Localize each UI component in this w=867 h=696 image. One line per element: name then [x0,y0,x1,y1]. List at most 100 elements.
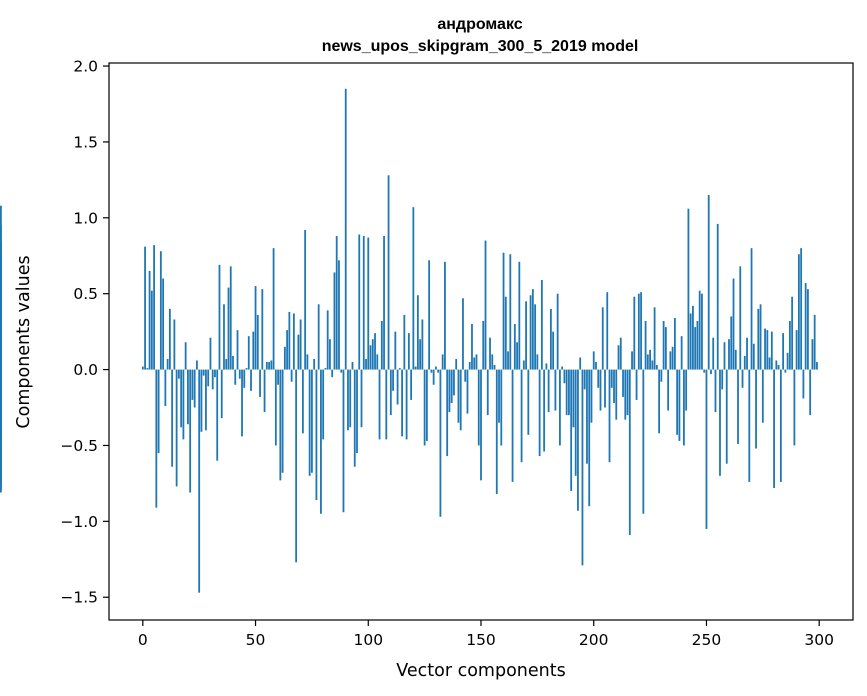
bar [705,369,708,529]
bar [694,327,697,370]
bar [658,369,661,434]
bar [261,289,264,370]
bar [689,313,692,370]
bar [480,369,482,481]
bar [509,254,512,370]
bar [746,337,748,370]
bar [538,369,541,457]
bar [252,331,255,370]
bar [507,351,509,370]
bar [698,290,701,370]
bar [498,369,500,423]
bar [371,339,374,370]
bar [534,304,537,370]
bar [547,369,550,413]
bar [439,369,442,517]
bar [471,324,473,370]
bar [531,289,534,370]
bar [247,336,250,370]
y-tick-label: −1.0 [60,513,98,531]
bar [398,368,401,370]
bar [297,334,300,370]
bar [655,365,658,370]
bar [592,351,595,370]
bar [320,369,322,514]
bar [218,264,221,370]
bar [313,358,316,370]
bar [401,369,403,437]
bar [664,327,667,370]
bar [703,369,706,373]
bar [410,369,413,400]
bar [245,368,248,370]
bar [816,361,818,370]
bar [196,360,198,370]
bar [250,369,252,391]
bar [563,369,566,384]
bar [773,369,775,488]
bar [608,369,611,463]
bar [288,311,291,370]
bar [428,260,431,370]
bar [581,369,584,566]
bar [739,266,742,370]
bar [797,254,800,370]
bar [157,369,160,454]
bar [615,369,618,420]
bar [622,369,624,397]
y-tick-label: 1.5 [73,133,98,151]
bar [254,286,257,370]
bar [374,333,376,370]
bar [719,369,721,476]
bar [583,369,586,390]
bar [425,369,428,441]
bar [290,369,293,382]
bar [710,369,712,375]
bar [335,236,338,370]
bar [626,369,629,416]
bar [642,369,645,514]
bar [164,369,167,407]
bar [484,240,487,370]
bar [473,357,476,370]
bar [421,319,424,370]
bar [606,292,609,370]
bar [441,354,444,370]
bar [385,369,388,440]
bar [191,369,194,400]
bar [653,307,656,370]
bar [804,283,807,370]
bar [430,369,433,373]
bar [412,207,415,370]
bar [759,304,762,370]
bar [493,365,496,370]
y-tick-label: 0.0 [73,361,98,379]
bar [435,366,437,370]
bar [338,260,340,370]
bar [649,349,651,370]
bar [556,293,559,370]
bar [721,369,724,390]
bar [301,369,304,434]
bar [216,369,219,461]
bar [416,295,419,370]
bar [601,307,604,370]
bar [811,339,814,370]
bar [306,354,309,370]
bar [274,369,277,446]
bar [455,358,458,370]
bar [579,357,582,370]
bar [392,369,394,391]
bar [360,369,363,428]
bar [662,321,665,370]
bar [748,369,751,482]
bar [525,301,527,370]
bar [466,369,469,414]
bar [565,369,568,416]
bar [387,175,390,370]
bar [175,369,178,487]
bar [793,369,796,446]
bar [495,369,498,495]
bar [173,319,176,370]
bar [552,331,555,370]
